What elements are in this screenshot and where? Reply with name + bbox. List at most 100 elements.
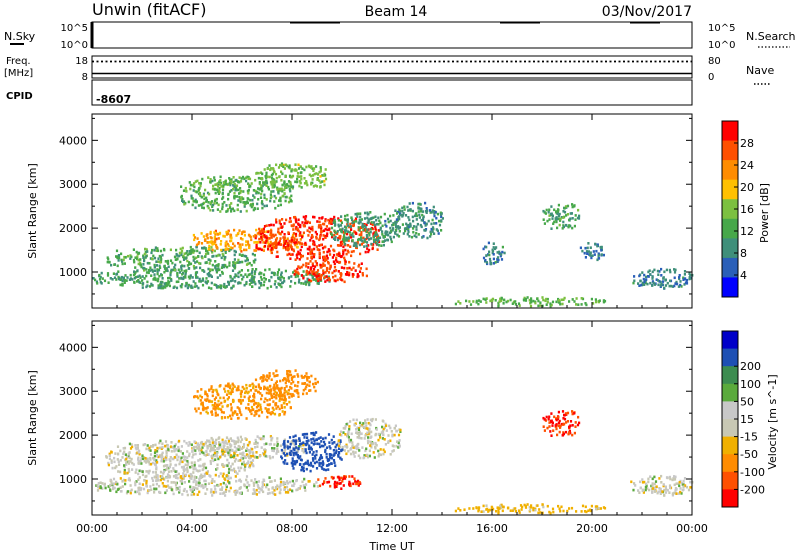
velocity-cell: [379, 436, 382, 439]
nave-tick-top: 80: [708, 56, 721, 67]
velocity-cell: [198, 464, 201, 468]
power-cell: [243, 254, 246, 258]
power-cell: [262, 181, 265, 185]
power-cell: [226, 183, 230, 186]
power-cell: [299, 238, 302, 241]
power-cell: [269, 168, 272, 171]
power-cell: [145, 271, 149, 274]
power-cell: [176, 271, 179, 275]
power-cell: [180, 285, 183, 289]
power-cell: [403, 205, 406, 208]
power-cell: [324, 168, 327, 171]
power-cell: [375, 238, 378, 241]
power-cell: [210, 200, 214, 203]
velocity-cell: [297, 375, 300, 378]
velocity-cell: [397, 441, 400, 444]
power-cell: [233, 258, 236, 261]
velocity-cell: [242, 445, 245, 449]
power-cell: [264, 268, 267, 272]
power-cell: [347, 224, 350, 227]
velocity-cell: [269, 390, 272, 393]
power-cell: [193, 185, 196, 189]
power-cell: [499, 299, 503, 303]
power-cell: [194, 180, 197, 183]
cpid-value: -8607: [96, 93, 131, 106]
velocity-cell: [263, 385, 266, 389]
power-cell: [232, 176, 235, 179]
velocity-cell: [272, 392, 276, 396]
power-cell: [316, 178, 319, 181]
power-cell: [376, 236, 380, 240]
velocity-cell: [294, 462, 297, 466]
velocity-cell: [223, 450, 226, 453]
power-cell: [364, 211, 367, 215]
velocity-cell: [385, 424, 388, 427]
power-cell: [365, 230, 368, 234]
power-cell: [157, 286, 160, 290]
power-cell: [233, 209, 236, 213]
velocity-cell: [558, 419, 561, 423]
power-cell: [242, 197, 245, 200]
power-cell: [198, 241, 201, 244]
power-cell: [262, 227, 265, 231]
power-cell: [209, 230, 212, 234]
power-cell: [358, 233, 361, 237]
power-cell: [175, 248, 178, 252]
power-cell: [311, 167, 314, 170]
velocity-cell: [369, 418, 372, 422]
power-cell: [205, 249, 208, 253]
velocity-cell: [130, 488, 133, 492]
power-cell: [174, 258, 177, 261]
power-cell: [237, 232, 240, 235]
power-cell: [184, 270, 187, 274]
velocity-cell: [137, 478, 140, 481]
power-cell: [269, 180, 272, 184]
velocity-cell: [261, 437, 264, 441]
power-cell: [300, 265, 303, 269]
power-cell: [315, 271, 318, 274]
power-cell: [317, 248, 320, 251]
power-cell: [213, 178, 216, 182]
power-cell: [289, 182, 292, 185]
power-cell: [156, 249, 160, 253]
power-cell: [297, 265, 300, 269]
velocity-cell: [161, 442, 164, 445]
velocity-cell: [313, 442, 316, 445]
power-cell: [389, 235, 392, 239]
velocity-cell: [322, 468, 325, 471]
velocity-cell: [240, 447, 243, 450]
velocity-cell: [299, 484, 302, 488]
velocity-cell: [162, 472, 165, 475]
power-cell: [324, 257, 327, 260]
velocity-cell: [210, 448, 213, 452]
power-cell: [121, 283, 124, 287]
velocity-cell: [129, 460, 132, 463]
power-cell: [361, 239, 364, 243]
power-cell: [482, 256, 486, 260]
velocity-cell: [163, 457, 166, 461]
velocity-cell: [137, 451, 140, 454]
velocity-cell: [318, 461, 321, 465]
power-cell: [308, 278, 311, 282]
velocity-cell: [200, 402, 203, 405]
power-cell: [234, 250, 237, 254]
velocity-cell: [209, 462, 212, 465]
power-cell: [200, 232, 203, 235]
power-cell: [247, 269, 250, 272]
velocity-cell: [163, 484, 166, 488]
velocity-cell: [366, 431, 369, 435]
velocity-cell: [323, 480, 326, 483]
power-cell: [192, 251, 195, 254]
velocity-cell: [138, 452, 141, 456]
power-cell: [555, 220, 558, 224]
velocity-cell: [137, 472, 140, 476]
power-cell: [557, 299, 560, 302]
velocity-cell: [119, 459, 122, 462]
velocity-cell: [161, 475, 164, 478]
power-cell: [272, 169, 276, 173]
power-cell: [274, 172, 278, 176]
power-cell: [430, 210, 433, 214]
velocity-cell: [343, 476, 346, 479]
power-cell: [261, 231, 264, 235]
power-cell: [203, 197, 206, 201]
